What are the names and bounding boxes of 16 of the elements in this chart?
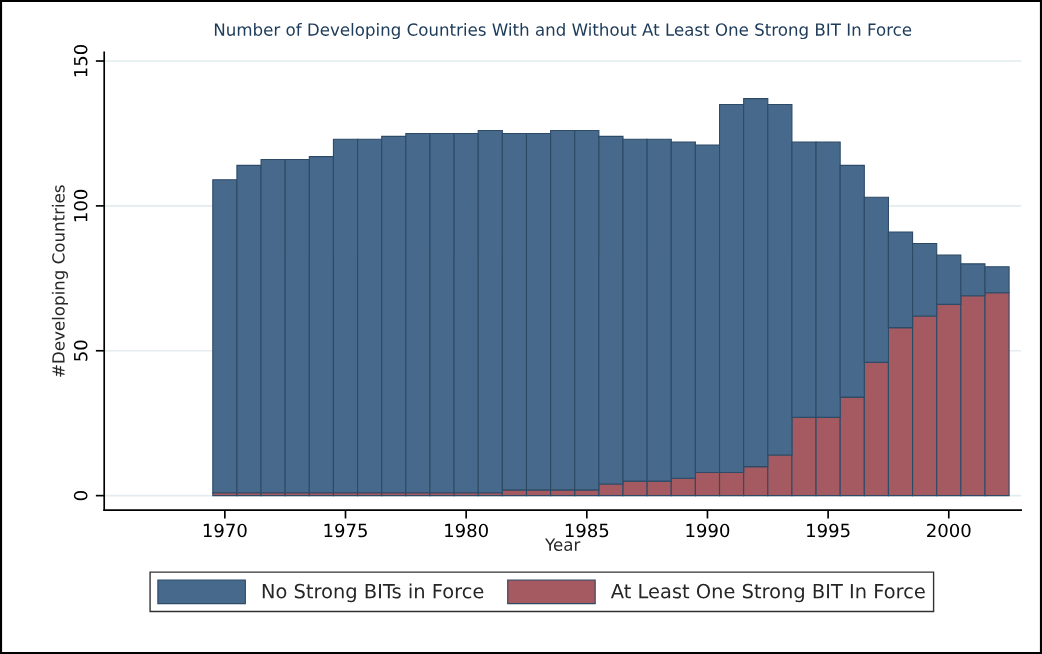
x-tick-label: 1995: [807, 523, 850, 538]
chart-title: Number of Developing Countries With and Without At Least One Strong BIT In Force: [214, 22, 912, 40]
y-tick-label: 150: [73, 44, 88, 77]
y-tick-label: 100: [73, 189, 88, 222]
x-tick-label: 1985: [565, 523, 609, 538]
x-tick-label: 1970: [203, 523, 247, 538]
x-tick-label: 1990: [686, 523, 730, 538]
y-axis-title: #Developing Countries: [51, 185, 68, 377]
x-tick-label: 1980: [445, 523, 488, 538]
legend-label: At Least One Strong BIT In Force: [610, 583, 925, 603]
legend-label: No Strong BITs in Force: [262, 583, 484, 603]
y-tick-label: 0: [73, 491, 88, 501]
x-tick-label: 1975: [324, 523, 367, 538]
x-axis-title: Year: [545, 538, 581, 551]
x-tick-label: 2000: [927, 523, 971, 538]
y-tick-label: 50: [73, 340, 88, 361]
